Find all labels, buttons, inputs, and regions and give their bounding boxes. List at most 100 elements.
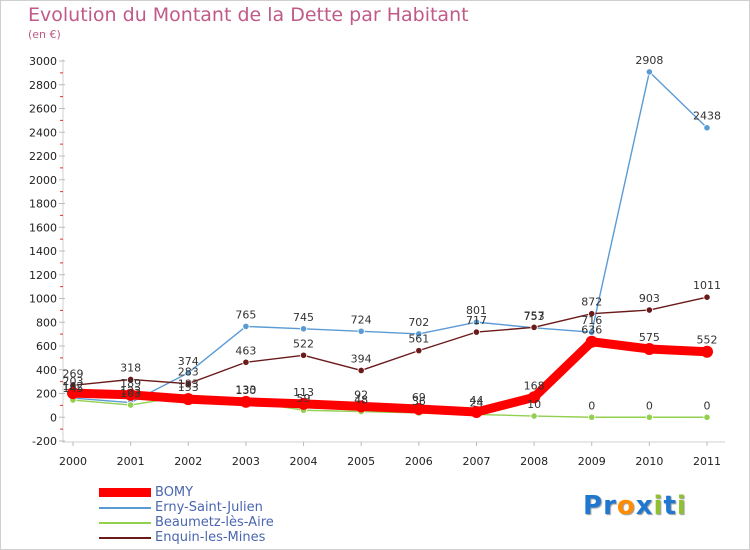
data-point [357, 327, 365, 335]
data-label: 522 [293, 337, 314, 350]
data-point [184, 380, 192, 388]
data-point [528, 391, 541, 404]
x-tick-label: 2009 [578, 455, 606, 468]
y-tick-label: 2200 [29, 150, 57, 163]
y-tick-label: 2000 [29, 174, 57, 187]
data-label: 189 [120, 377, 141, 390]
y-tick-label: 0 [50, 411, 57, 424]
data-point [182, 393, 195, 406]
y-tick-label: 1400 [29, 245, 57, 258]
data-label: 561 [408, 333, 429, 346]
data-label: 463 [235, 344, 256, 357]
data-label: 36 [412, 395, 426, 408]
data-label: 724 [351, 313, 372, 326]
data-point [355, 400, 368, 413]
legend-swatch [99, 488, 151, 497]
data-label: 318 [120, 361, 141, 374]
x-tick-label: 2005 [347, 455, 375, 468]
chart-axes: -200020040060080010001200140016001800200… [29, 55, 725, 468]
data-point [701, 345, 713, 358]
data-point [703, 413, 711, 421]
data-point [415, 330, 423, 338]
x-tick-label: 2011 [693, 455, 721, 468]
y-tick-label: 3000 [29, 55, 57, 68]
data-point [645, 413, 653, 421]
data-label: 716 [581, 314, 602, 327]
legend-label: Beaumetz-lès-Aire [155, 515, 274, 530]
data-label: 283 [178, 366, 199, 379]
data-label: 48 [354, 394, 368, 407]
y-tick-label: 400 [36, 364, 57, 377]
data-point [645, 306, 653, 314]
data-point [703, 124, 711, 132]
brand-letter: x [635, 491, 654, 521]
data-point [124, 388, 137, 401]
data-label: 44 [469, 394, 483, 407]
y-tick-label: 600 [36, 340, 57, 353]
y-tick-label: 800 [36, 316, 57, 329]
legend-label: Erny-Saint-Julien [155, 500, 263, 515]
data-point [530, 323, 538, 331]
data-point [470, 406, 483, 419]
y-tick-label: 2600 [29, 103, 57, 116]
brand-letter: i [653, 491, 664, 521]
x-tick-label: 2006 [405, 455, 433, 468]
data-point [585, 335, 598, 348]
data-point [643, 342, 656, 355]
data-label: 575 [639, 331, 660, 344]
data-label: 0 [646, 399, 653, 412]
data-point [412, 403, 425, 416]
data-point [588, 310, 596, 318]
data-label: 203 [63, 375, 84, 388]
data-label: 24 [469, 396, 483, 409]
series-line-enquin-les-mines [72, 296, 708, 387]
data-point [127, 401, 135, 409]
data-label: 636 [581, 324, 602, 337]
y-tick-label: 1000 [29, 293, 57, 306]
brand-letter: t [663, 491, 677, 521]
data-label: 130 [235, 384, 256, 397]
data-point [184, 369, 192, 377]
data-point [299, 351, 308, 359]
data-point [472, 318, 481, 326]
chart-subtitle: (en €) [28, 28, 61, 41]
x-tick-label: 2002 [174, 455, 202, 468]
y-tick-label: 2400 [29, 126, 57, 139]
brand-letter: r [603, 491, 617, 521]
data-label: 394 [351, 352, 372, 365]
data-label: 92 [354, 388, 368, 401]
data-label: 69 [412, 391, 426, 404]
data-label: 133 [235, 383, 256, 396]
data-point [357, 366, 365, 375]
data-label: 552 [697, 334, 718, 347]
data-label: 153 [178, 381, 199, 394]
x-tick-label: 2003 [232, 455, 260, 468]
data-point [415, 347, 423, 355]
legend-label: BOMY [155, 485, 194, 500]
y-tick-label: -200 [32, 435, 57, 448]
data-label: 745 [293, 311, 314, 324]
legend-swatch [99, 521, 151, 524]
data-label: 702 [408, 316, 429, 329]
data-point [297, 397, 310, 410]
y-tick-label: 200 [36, 388, 57, 401]
data-label: 1011 [693, 279, 721, 292]
data-label: 145 [63, 382, 84, 395]
data-label: 123 [120, 385, 141, 398]
series-line-bomy [68, 337, 712, 417]
series-layer [67, 68, 713, 421]
data-label: 717 [466, 314, 487, 327]
brand-letter: P [583, 491, 604, 521]
data-point [239, 395, 252, 408]
data-label: 59 [297, 392, 311, 405]
data-label: 2908 [635, 54, 663, 67]
data-label: 10 [527, 398, 541, 411]
data-label: 168 [524, 379, 545, 392]
data-label: 269 [63, 367, 84, 380]
y-tick-label: 1600 [29, 221, 57, 234]
legend-swatch [99, 536, 151, 539]
brand-letter: o [616, 491, 636, 521]
data-point [242, 358, 250, 366]
y-tick-label: 2800 [29, 79, 57, 92]
